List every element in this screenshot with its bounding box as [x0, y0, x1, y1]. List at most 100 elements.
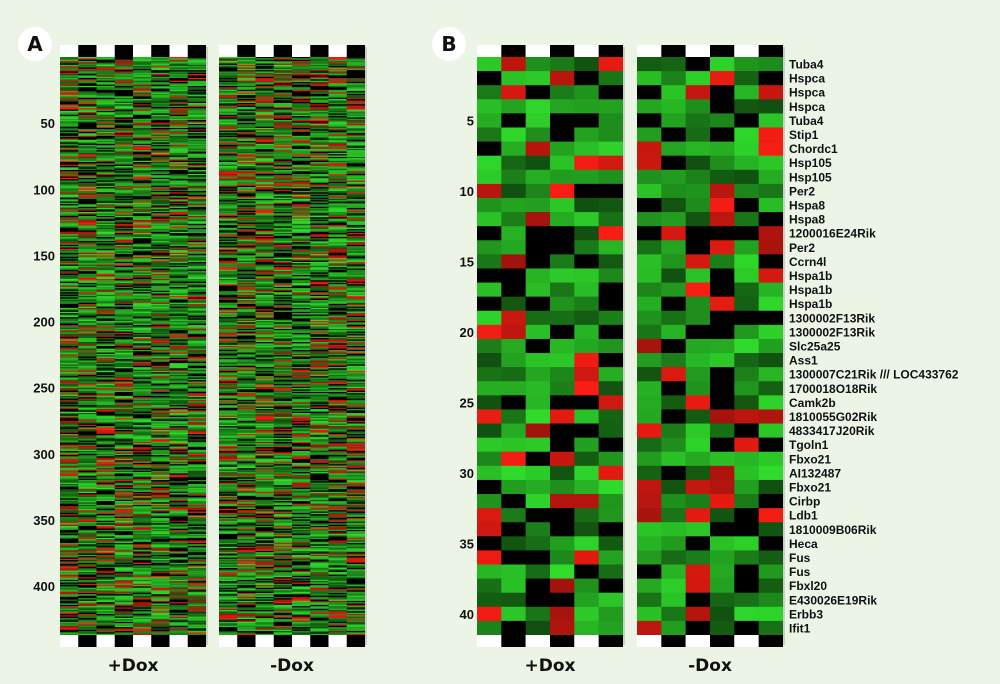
panel-a-minus-dox-cell: [328, 290, 348, 293]
panel-a-plus-dox-cell: [133, 169, 152, 172]
panel-a-plus-dox-cell: [151, 445, 170, 448]
panel-a-plus-dox-cell: [187, 343, 207, 345]
panel-a-plus-dox-cell: [60, 75, 79, 77]
panel-a-plus-dox-cell: [187, 507, 207, 510]
panel-a-plus-dox-cell: [169, 230, 189, 233]
panel-a-plus-dox-cell: [114, 118, 134, 121]
panel-a-plus-dox-cell: [60, 314, 79, 317]
panel-a-minus-dox-cell: [255, 279, 275, 281]
panel-a-plus-dox-cell: [133, 60, 152, 63]
panel-a-plus-dox-cell: [151, 83, 170, 85]
panel-a-minus-dox-cell: [292, 209, 311, 211]
panel-a-plus-dox-cell: [78, 122, 97, 125]
panel-a-plus-dox-cell: [169, 561, 189, 564]
panel-a-plus-dox-cell: [187, 397, 207, 399]
panel-a-plus-dox-cell: [78, 318, 97, 321]
panel-a-plus-dox-cell: [60, 183, 79, 185]
panel-a-plus-dox-cell: [96, 257, 116, 260]
panel-a-minus-dox-cell: [255, 230, 275, 233]
panel-a-minus-dox-cell: [237, 229, 256, 231]
panel-a-minus-dox-cell: [310, 163, 329, 166]
panel-a-plus-dox-cell: [60, 194, 79, 197]
panel-a-minus-dox-cell: [273, 160, 293, 163]
panel-a-plus-dox-cell: [187, 72, 207, 75]
panel-a-minus-dox-cell: [255, 87, 275, 89]
panel-a-plus-dox-cell: [114, 64, 134, 67]
panel-a-plus-dox-cell: [169, 414, 189, 416]
panel-a-plus-dox-cell: [96, 462, 116, 465]
panel-a-plus-dox-cell: [151, 305, 170, 307]
panel-a-plus-dox-cell: [60, 435, 79, 437]
panel-a-plus-dox-cell: [133, 209, 152, 211]
panel-a-minus-dox-cell: [255, 239, 275, 242]
panel-a-plus-dox-cell: [96, 477, 116, 479]
panel-a-plus-dox-cell: [78, 355, 97, 357]
panel-a-plus-dox-cell: [151, 477, 170, 479]
panel-a-plus-dox-cell: [60, 470, 79, 473]
panel-a-plus-dox-cell: [133, 357, 152, 360]
panel-a-plus-dox-cell: [169, 554, 189, 557]
panel-a-plus-dox-cell: [187, 531, 207, 533]
panel-a-plus-dox-cell: [114, 571, 134, 574]
panel-a-plus-dox-cell: [78, 483, 97, 486]
panel-a-plus-dox-cell: [169, 194, 189, 197]
panel-a-minus-dox-cell: [292, 154, 311, 156]
panel-a-minus-dox-cell: [219, 294, 238, 297]
panel-a-minus-dox-cell: [346, 279, 366, 281]
panel-a-plus-dox-cell: [169, 60, 189, 63]
panel-a-plus-dox-cell: [78, 405, 97, 407]
panel-a-plus-dox-cell: [151, 330, 170, 332]
panel-a-plus-dox-cell: [187, 168, 207, 171]
panel-a-plus-dox-cell: [133, 155, 152, 158]
panel-a-plus-dox-cell: [151, 74, 170, 76]
panel-a-minus-dox-cell: [255, 167, 275, 169]
panel-a-plus-dox-cell: [169, 343, 189, 345]
panel-a-minus-dox-cell: [255, 99, 275, 101]
panel-a-plus-dox-cell: [78, 603, 97, 606]
panel-a-plus-dox-cell: [60, 321, 79, 323]
panel-a-plus-dox-cell: [78, 177, 97, 180]
panel-a-plus-dox-cell: [187, 96, 207, 99]
panel-a-plus-dox-cell: [114, 275, 134, 277]
panel-a-minus-dox-cell: [255, 112, 275, 114]
panel-a-minus-dox-cell: [346, 187, 366, 189]
panel-a-plus-dox-cell: [133, 210, 152, 213]
panel-a-plus-dox-cell: [187, 549, 207, 552]
panel-a-plus-dox-cell: [78, 401, 97, 403]
panel-a-plus-dox-cell: [60, 494, 79, 497]
panel-a-minus-dox-cell: [328, 62, 348, 64]
panel-a-plus-dox-cell: [60, 613, 79, 616]
panel-a-minus-dox-cell: [346, 168, 366, 171]
panel-a-minus-dox-cell: [328, 113, 348, 116]
panel-a-plus-dox-cell: [114, 399, 134, 402]
panel-a-plus-dox-cell: [60, 116, 79, 118]
panel-a-plus-dox-cell: [96, 420, 116, 423]
panel-a-plus-dox-cell: [96, 234, 116, 236]
panel-a-plus-dox-cell: [187, 457, 207, 460]
panel-a-plus-dox-cell: [133, 528, 152, 531]
panel-a-plus-dox-cell: [169, 265, 189, 268]
panel-a-plus-dox-cell: [78, 369, 97, 372]
panel-a-plus-dox-cell: [133, 222, 152, 225]
panel-a-minus-dox-cell: [292, 188, 311, 190]
panel-a-plus-dox-cell: [114, 352, 134, 355]
panel-a-plus-dox-cell: [169, 95, 189, 97]
panel-a-plus-dox-cell: [133, 556, 152, 558]
panel-a-minus-dox-cell: [219, 202, 238, 205]
panel-a-minus-dox-cell: [346, 113, 366, 116]
panel-a-plus-dox-cell: [151, 106, 170, 109]
panel-a-minus-dox-cell: [273, 231, 293, 234]
panel-a-plus-dox-cell: [114, 248, 134, 251]
panel-a-plus-dox-cell: [96, 238, 116, 240]
panel-a-minus-dox-cell: [255, 280, 275, 282]
panel-a-plus-dox-cell: [169, 251, 189, 254]
panel-a-plus-dox-cell: [169, 485, 189, 487]
panel-a-plus-dox-cell: [151, 519, 170, 522]
panel-a-plus-dox-cell: [187, 117, 207, 120]
panel-a-plus-dox-cell: [169, 411, 189, 414]
panel-a-minus-dox-cell: [346, 243, 366, 246]
panel-a-plus-dox-cell: [60, 452, 79, 455]
panel-a-plus-dox-cell: [169, 364, 189, 366]
panel-a-minus-dox-cell: [273, 197, 293, 200]
panel-a-plus-dox-cell: [187, 335, 207, 338]
